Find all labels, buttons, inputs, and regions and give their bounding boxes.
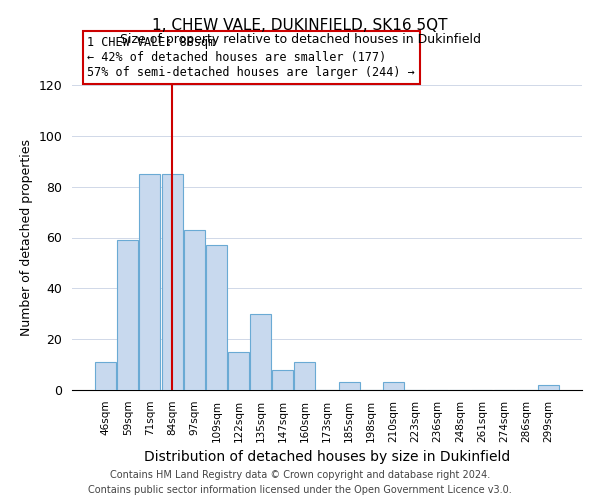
Bar <box>139 174 160 390</box>
Bar <box>206 245 227 390</box>
Bar <box>272 370 293 390</box>
Bar <box>161 174 182 390</box>
Bar <box>184 230 205 390</box>
Text: Contains public sector information licensed under the Open Government Licence v3: Contains public sector information licen… <box>88 485 512 495</box>
Text: 1, CHEW VALE, DUKINFIELD, SK16 5QT: 1, CHEW VALE, DUKINFIELD, SK16 5QT <box>152 18 448 32</box>
Bar <box>95 362 116 390</box>
Bar <box>295 362 316 390</box>
Bar <box>228 352 249 390</box>
Bar <box>118 240 139 390</box>
Bar <box>338 382 359 390</box>
Y-axis label: Number of detached properties: Number of detached properties <box>20 139 33 336</box>
Text: 1 CHEW VALE: 88sqm
← 42% of detached houses are smaller (177)
57% of semi-detach: 1 CHEW VALE: 88sqm ← 42% of detached hou… <box>88 36 415 79</box>
Text: Contains HM Land Registry data © Crown copyright and database right 2024.: Contains HM Land Registry data © Crown c… <box>110 470 490 480</box>
X-axis label: Distribution of detached houses by size in Dukinfield: Distribution of detached houses by size … <box>144 450 510 464</box>
Text: Size of property relative to detached houses in Dukinfield: Size of property relative to detached ho… <box>119 32 481 46</box>
Bar <box>250 314 271 390</box>
Bar <box>383 382 404 390</box>
Bar <box>538 385 559 390</box>
